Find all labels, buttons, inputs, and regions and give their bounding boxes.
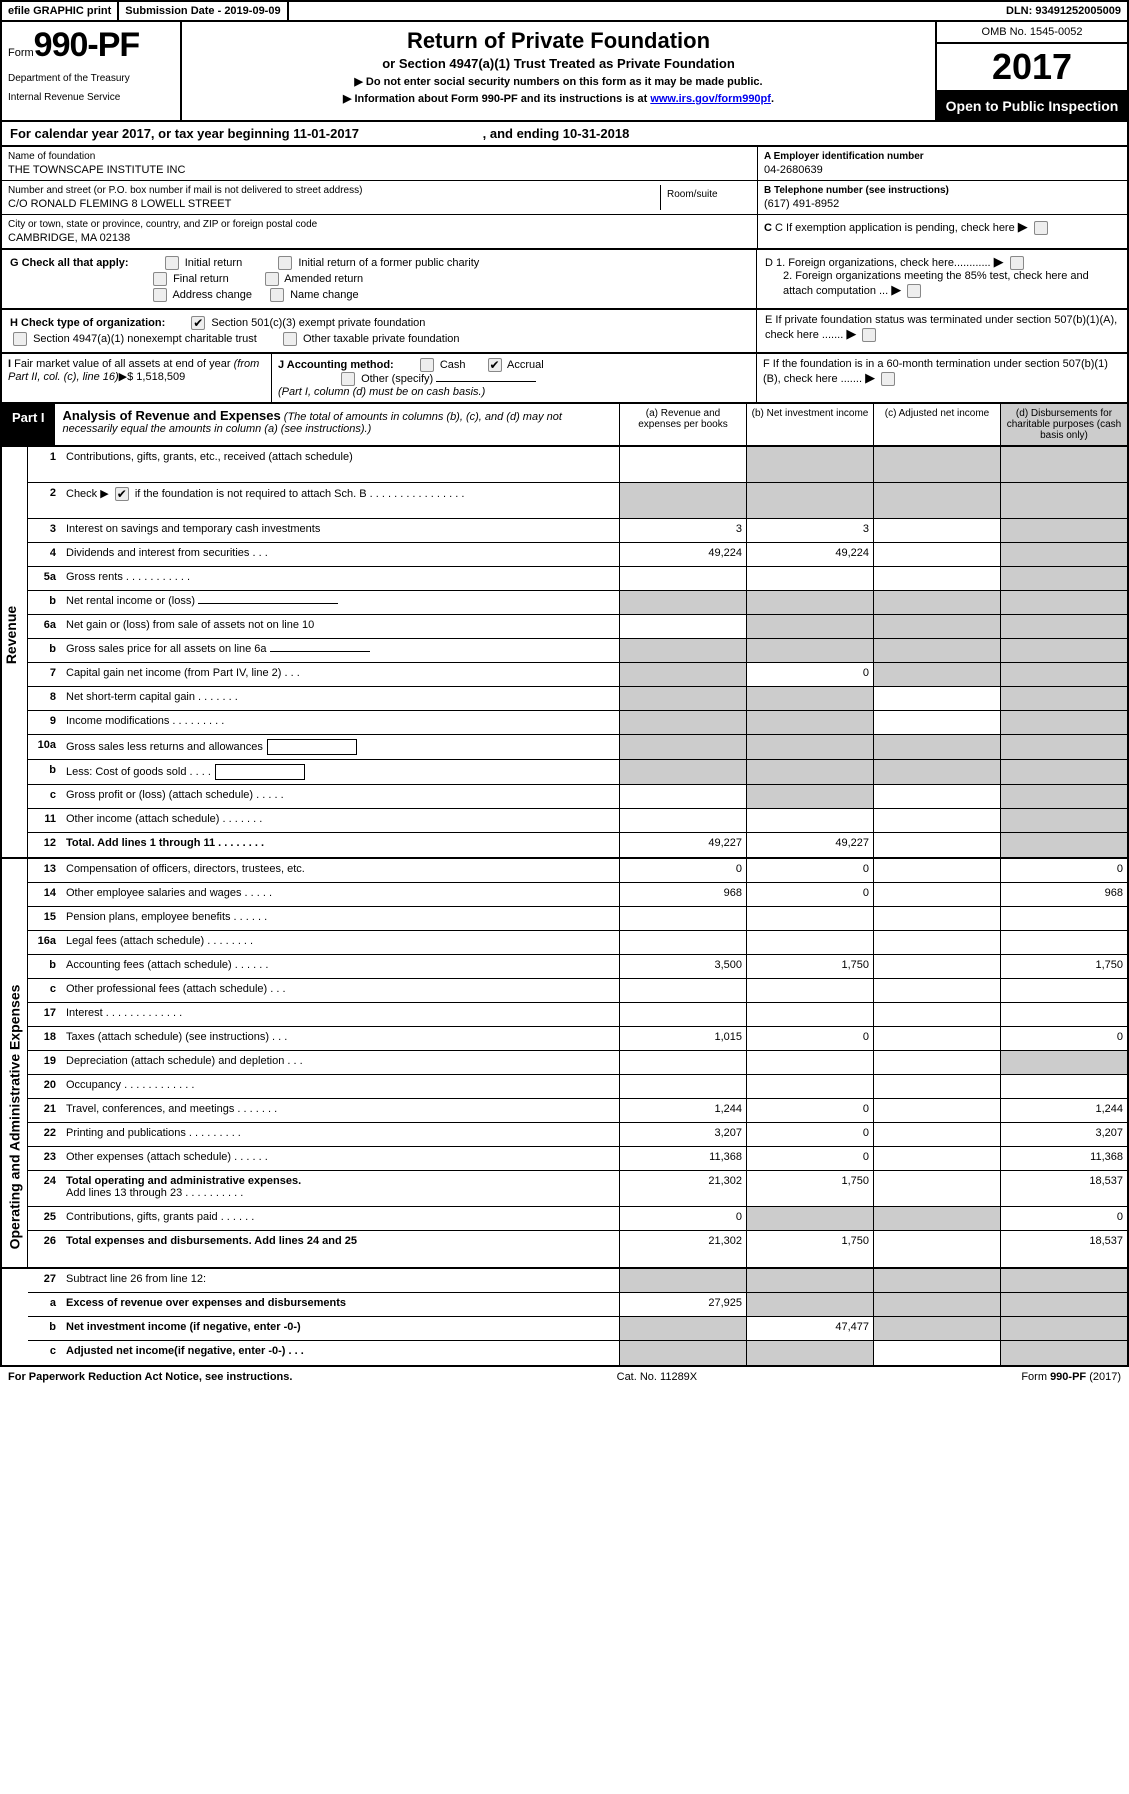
city-label: City or town, state or province, country… xyxy=(8,219,751,230)
d2-checkbox[interactable] xyxy=(907,284,921,298)
address-value: C/O RONALD FLEMING 8 LOWELL STREET xyxy=(8,198,660,210)
revenue-section: Revenue 1Contributions, gifts, grants, e… xyxy=(0,447,1129,859)
e-checkbox[interactable] xyxy=(862,328,876,342)
g-initial-return[interactable] xyxy=(165,256,179,270)
dln: DLN: 93491252005009 xyxy=(1000,2,1127,20)
calendar-year-row: For calendar year 2017, or tax year begi… xyxy=(0,122,1129,147)
address-label: Number and street (or P.O. box number if… xyxy=(8,185,660,196)
foundation-info: Name of foundation THE TOWNSCAPE INSTITU… xyxy=(0,147,1129,250)
i-value: 1,518,509 xyxy=(136,371,185,383)
g-address-change[interactable] xyxy=(153,288,167,302)
submission-date: Submission Date - 2019-09-09 xyxy=(119,2,288,20)
revenue-side-label: Revenue xyxy=(3,606,19,664)
g-initial-former[interactable] xyxy=(278,256,292,270)
section-ijf: I Fair market value of all assets at end… xyxy=(0,354,1129,404)
h-other-taxable[interactable] xyxy=(283,332,297,346)
col-d-header: (d) Disbursements for charitable purpose… xyxy=(1000,404,1127,445)
city-value: CAMBRIDGE, MA 02138 xyxy=(8,232,751,244)
d1-checkbox[interactable] xyxy=(1010,256,1024,270)
form-ref: Form 990-PF (2017) xyxy=(1021,1371,1121,1383)
form-title: Return of Private Foundation xyxy=(188,28,929,54)
c-exemption-label: C C If exemption application is pending,… xyxy=(764,222,1015,234)
f-label: F If the foundation is in a 60-month ter… xyxy=(763,358,1108,385)
col-c-header: (c) Adjusted net income xyxy=(873,404,1000,445)
top-bar: efile GRAPHIC print Submission Date - 20… xyxy=(0,0,1129,22)
col-b-header: (b) Net investment income xyxy=(746,404,873,445)
g-final-return[interactable] xyxy=(153,272,167,286)
paperwork-notice: For Paperwork Reduction Act Notice, see … xyxy=(8,1371,292,1383)
omb-number: OMB No. 1545-0052 xyxy=(937,22,1127,44)
section-g-d: G Check all that apply: Initial return I… xyxy=(0,250,1129,310)
ein-value: 04-2680639 xyxy=(764,164,1121,176)
irs-link[interactable]: www.irs.gov/form990pf xyxy=(650,93,771,105)
cat-no: Cat. No. 11289X xyxy=(617,1371,698,1383)
dept-treasury: Department of the Treasury xyxy=(8,73,174,84)
foundation-name: THE TOWNSCAPE INSTITUTE INC xyxy=(8,164,751,176)
tax-year: 2017 xyxy=(937,44,1127,92)
section-h-e: H Check type of organization: Section 50… xyxy=(0,310,1129,354)
ssn-note: ▶ Do not enter social security numbers o… xyxy=(188,75,929,88)
form-header: Form990-PF Department of the Treasury In… xyxy=(0,22,1129,122)
h-4947[interactable] xyxy=(13,332,27,346)
expenses-section: Operating and Administrative Expenses 13… xyxy=(0,859,1129,1269)
e-label: E If private foundation status was termi… xyxy=(765,314,1117,341)
info-note: ▶ Information about Form 990-PF and its … xyxy=(188,92,929,105)
expenses-side-label: Operating and Administrative Expenses xyxy=(6,985,22,1250)
schb-checkbox[interactable] xyxy=(115,487,129,501)
d1-label: D 1. Foreign organizations, check here..… xyxy=(765,254,1119,270)
j-accrual[interactable] xyxy=(488,358,502,372)
form-label: Form xyxy=(8,47,34,59)
g-amended[interactable] xyxy=(265,272,279,286)
j-other[interactable] xyxy=(341,372,355,386)
form-subtitle: or Section 4947(a)(1) Trust Treated as P… xyxy=(188,56,929,71)
phone-value: (617) 491-8952 xyxy=(764,198,1121,210)
page-footer: For Paperwork Reduction Act Notice, see … xyxy=(0,1367,1129,1387)
h-501c3[interactable] xyxy=(191,316,205,330)
col-a-header: (a) Revenue and expenses per books xyxy=(619,404,746,445)
part1-label: Part I xyxy=(2,404,55,445)
room-suite-label: Room/suite xyxy=(661,185,751,210)
line27-section: 27Subtract line 26 from line 12: aExcess… xyxy=(0,1269,1129,1367)
irs-label: Internal Revenue Service xyxy=(8,92,174,103)
phone-label: B Telephone number (see instructions) xyxy=(764,185,1121,196)
form-number: 990-PF xyxy=(34,26,140,64)
name-label: Name of foundation xyxy=(8,151,751,162)
d2-label: 2. Foreign organizations meeting the 85%… xyxy=(765,270,1119,298)
j-cash[interactable] xyxy=(420,358,434,372)
part1-header: Part I Analysis of Revenue and Expenses … xyxy=(0,404,1129,447)
i-label: Fair market value of all assets at end o… xyxy=(8,358,259,383)
f-checkbox[interactable] xyxy=(881,372,895,386)
efile-print-button[interactable]: efile GRAPHIC print xyxy=(2,2,119,20)
c-checkbox[interactable] xyxy=(1034,221,1048,235)
g-name-change[interactable] xyxy=(270,288,284,302)
j-note: (Part I, column (d) must be on cash basi… xyxy=(278,386,750,398)
ein-label: A Employer identification number xyxy=(764,151,1121,162)
open-to-public: Open to Public Inspection xyxy=(937,92,1127,120)
